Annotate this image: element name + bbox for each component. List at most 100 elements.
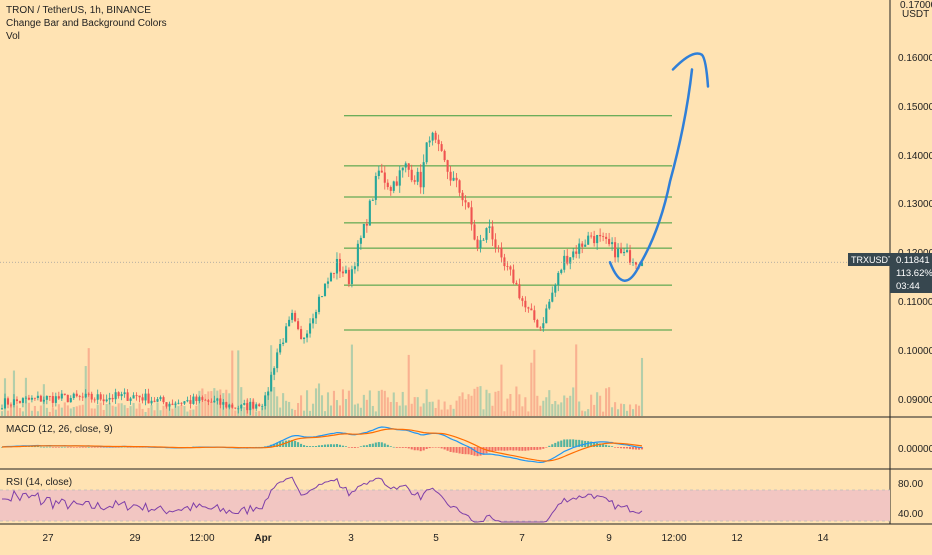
volume-bar <box>446 409 449 416</box>
macd-histogram-bar <box>608 445 611 447</box>
macd-histogram-bar <box>93 447 96 448</box>
macd-histogram-bar <box>554 442 557 447</box>
volume-bar <box>72 407 75 416</box>
macd-histogram-bar <box>637 447 641 450</box>
macd-histogram-bar <box>39 446 42 448</box>
macd-histogram-bar <box>634 447 638 450</box>
macd-histogram <box>0 439 644 457</box>
volume-bar <box>234 410 237 416</box>
macd-legend[interactable]: MACD (12, 26, close, 9) <box>6 424 113 435</box>
price-tick: 0.11000 <box>898 297 932 308</box>
macd-histogram-bar <box>488 447 491 452</box>
candle-body <box>174 403 177 405</box>
volume-bar <box>434 407 437 416</box>
price-tag-price: 0.11841 <box>896 255 930 266</box>
candle-body <box>473 224 476 240</box>
candle-body <box>338 258 341 272</box>
macd-histogram-bar <box>297 442 300 447</box>
candle-body <box>626 250 629 252</box>
macd-histogram-bar <box>350 447 353 448</box>
candle-body <box>51 396 54 403</box>
price-tag[interactable]: TRXUSDT 0.11841 113.62% 03:44 <box>848 253 932 293</box>
macd-histogram-bar <box>392 446 395 448</box>
volume-bar <box>569 395 572 416</box>
volume-bar <box>189 409 192 416</box>
candle-body <box>602 236 605 238</box>
candle-body <box>12 399 16 406</box>
macd-histogram-bar <box>344 446 347 447</box>
volume-bar <box>150 405 153 416</box>
candle-body <box>54 396 57 403</box>
volume-bar <box>135 408 138 416</box>
candle-body <box>81 396 84 398</box>
volume-bar <box>377 390 380 416</box>
macd-histogram-bar <box>587 441 590 447</box>
time-tick: 3 <box>348 533 354 544</box>
candle-body <box>120 394 123 397</box>
candle-body <box>126 392 129 401</box>
candle-body <box>479 240 482 248</box>
time-axis[interactable]: 27 29 12:00 Apr 3 5 7 9 12:00 12 14 <box>42 533 829 544</box>
macd-histogram-bar <box>494 447 497 452</box>
macd-histogram-bar <box>365 445 368 447</box>
volume-bar <box>51 407 54 416</box>
macd-histogram-bar <box>521 447 524 451</box>
macd-histogram-bar <box>90 447 93 448</box>
candle-body <box>371 199 374 201</box>
candle-body <box>303 337 306 340</box>
volume-bar <box>524 397 527 416</box>
macd-histogram-bar <box>87 446 90 448</box>
macd-histogram-bar <box>551 444 554 447</box>
volume-bar <box>317 383 321 416</box>
macd-histogram-bar <box>99 447 102 448</box>
macd-histogram-bar <box>285 440 288 447</box>
candle-body <box>252 401 255 409</box>
candle-body <box>365 223 368 226</box>
volume-bar <box>306 390 309 416</box>
candle-body <box>132 395 135 399</box>
volume-bar <box>350 344 353 416</box>
volume-bar <box>204 394 207 416</box>
macd-histogram-bar <box>383 443 386 447</box>
macd-histogram-bar <box>425 447 428 449</box>
candle-body <box>608 238 611 245</box>
volume-bar <box>33 405 36 416</box>
candle-body <box>198 397 201 402</box>
macd-histogram-bar <box>395 447 398 448</box>
chart-legend[interactable]: TRON / TetherUS, 1h, BINANCE Change Bar … <box>6 4 167 43</box>
macd-histogram-bar <box>434 447 437 448</box>
candle-body <box>219 398 222 405</box>
volume-bar <box>147 408 150 416</box>
macd-histogram-bar <box>509 447 512 451</box>
candle-body <box>9 404 13 406</box>
projection-drawing[interactable] <box>608 52 710 282</box>
macd-histogram-bar <box>120 446 123 448</box>
candle-body <box>620 248 623 254</box>
rsi-line <box>2 476 643 523</box>
candle-body <box>628 250 632 263</box>
candle-body <box>545 308 548 324</box>
macd-histogram-bar <box>407 447 410 449</box>
macd-histogram-bar <box>96 447 99 448</box>
volume-bar <box>467 394 470 416</box>
price-tick: 0.09000 <box>898 395 932 406</box>
candle-body <box>614 242 617 258</box>
volume-bar <box>329 405 333 416</box>
volume-bar <box>174 402 177 416</box>
candle-body <box>30 397 33 400</box>
volume-bar <box>631 409 635 416</box>
rsi-legend[interactable]: RSI (14, close) <box>6 477 73 488</box>
volume-bar <box>75 406 78 416</box>
time-tick: 12:00 <box>189 533 214 544</box>
macd-histogram-bar <box>455 447 458 453</box>
volume-bar <box>273 386 276 416</box>
volume-bar <box>563 395 566 416</box>
candle-body <box>222 402 225 405</box>
volume-bar <box>500 364 503 416</box>
candle-body <box>63 393 66 395</box>
volume-bar <box>66 405 69 416</box>
price-tick: 0.15000 <box>898 102 932 113</box>
candle-body <box>48 395 51 397</box>
candle-body <box>294 312 297 322</box>
candle-body <box>326 281 330 284</box>
